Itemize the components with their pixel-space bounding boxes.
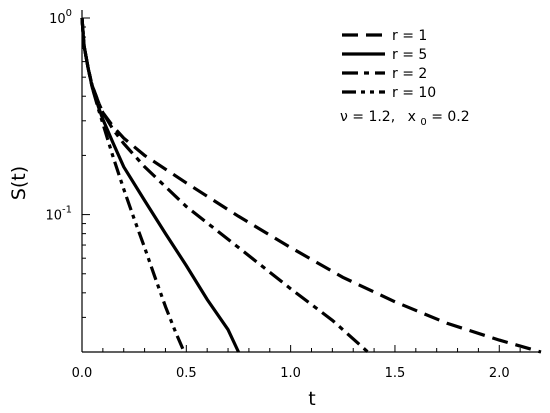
x-tick-label: 0.5: [176, 366, 197, 381]
y-tick-base: 10: [45, 209, 62, 224]
legend-label: r = 1: [392, 28, 427, 44]
x-tick-label: 2.0: [489, 366, 510, 381]
y-tick-label: 100: [49, 8, 72, 27]
y-tick-base: 10: [49, 12, 66, 27]
x-tick-label: 1.0: [280, 366, 301, 381]
y-tick-exponent: 0: [66, 8, 72, 19]
legend-label: r = 10: [392, 85, 436, 101]
series-line-1: [80, 17, 542, 354]
x0-base: x: [408, 109, 416, 125]
legend-label: r = 2: [392, 66, 427, 82]
parameter-annotation: ν = 1.2, x 0 = 0.2: [340, 109, 470, 129]
series-line-2: [80, 17, 240, 353]
y-axis-title: S(t): [8, 166, 30, 200]
series-line-4: [80, 17, 186, 353]
y-tick-exponent: -1: [62, 205, 72, 216]
series-layer: [80, 17, 542, 354]
x-tick-label: 0.0: [72, 366, 93, 381]
legend-label: r = 5: [392, 47, 427, 63]
series-line-3: [80, 17, 369, 354]
y-tick-label: 10-1: [45, 205, 72, 224]
plot-area: [81, 10, 541, 353]
x-axis-title: t: [308, 388, 315, 410]
x-tick-group: 0.0 0.5 1.0 1.5 2.0: [72, 345, 521, 381]
x0-value: = 0.2: [431, 109, 469, 125]
legend: r = 1 r = 5 r = 2 r = 10: [342, 28, 436, 101]
x-tick-label: 1.5: [385, 366, 406, 381]
x0-subscript: 0: [420, 117, 426, 128]
nu-text: ν = 1.2,: [340, 109, 395, 125]
